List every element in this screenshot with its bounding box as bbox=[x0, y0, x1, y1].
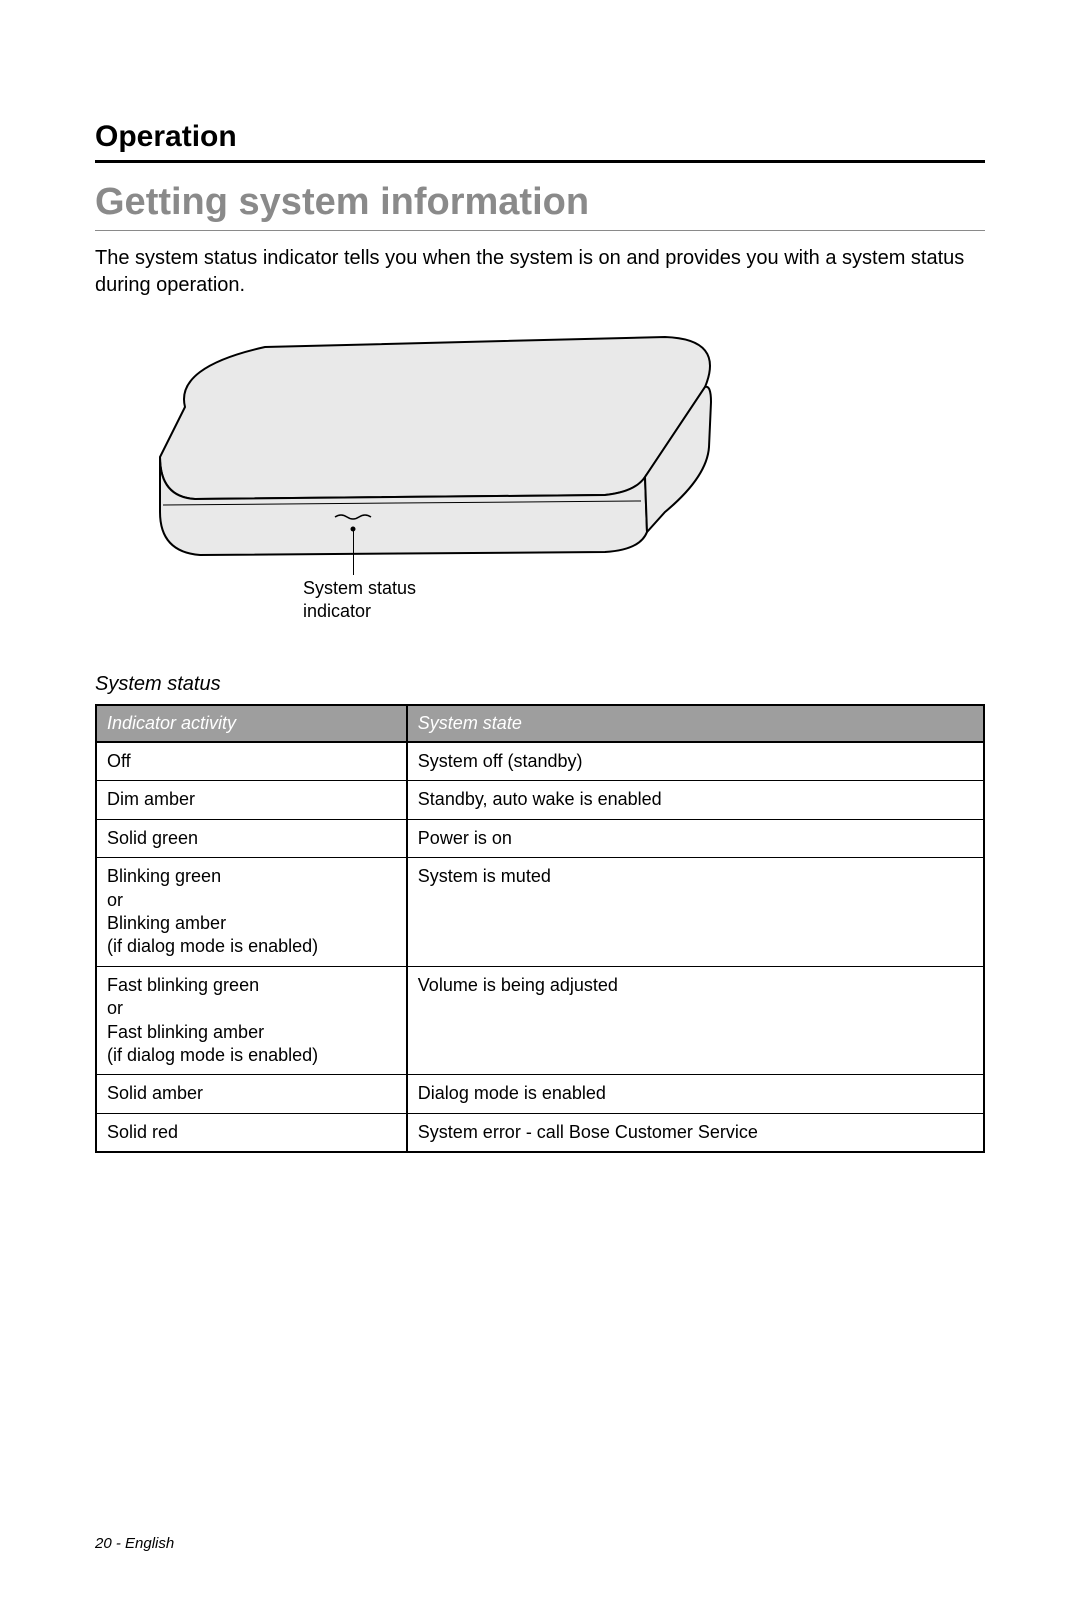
cell-state: Standby, auto wake is enabled bbox=[407, 781, 984, 819]
table-row: Fast blinking greenorFast blinking amber… bbox=[96, 966, 984, 1075]
cell-activity: Solid amber bbox=[96, 1075, 407, 1113]
cell-state: Dialog mode is enabled bbox=[407, 1075, 984, 1113]
section-heading: Operation bbox=[95, 120, 985, 163]
cell-activity: Blinking greenorBlinking amber(if dialog… bbox=[96, 858, 407, 967]
cell-activity: Dim amber bbox=[96, 781, 407, 819]
intro-paragraph: The system status indicator tells you wh… bbox=[95, 245, 985, 299]
cell-activity: Off bbox=[96, 742, 407, 781]
callout-text-line1: System status bbox=[303, 578, 416, 598]
table-caption: System status bbox=[95, 673, 985, 696]
cell-activity: Solid green bbox=[96, 819, 407, 857]
table-row: Dim amberStandby, auto wake is enabled bbox=[96, 781, 984, 819]
cell-state: System error - call Bose Customer Servic… bbox=[407, 1113, 984, 1152]
cell-state: System off (standby) bbox=[407, 742, 984, 781]
table-row: OffSystem off (standby) bbox=[96, 742, 984, 781]
table-row: Solid redSystem error - call Bose Custom… bbox=[96, 1113, 984, 1152]
col-header-activity: Indicator activity bbox=[96, 705, 407, 742]
status-table: Indicator activity System state OffSyste… bbox=[95, 704, 985, 1153]
manual-page: Operation Getting system information The… bbox=[0, 0, 1080, 1213]
cell-activity: Fast blinking greenorFast blinking amber… bbox=[96, 966, 407, 1075]
page-footer: 20 - English bbox=[95, 1535, 174, 1552]
device-illustration bbox=[105, 327, 745, 587]
table-header-row: Indicator activity System state bbox=[96, 705, 984, 742]
callout-text-line2: indicator bbox=[303, 601, 371, 621]
cell-state: Volume is being adjusted bbox=[407, 966, 984, 1075]
callout-label: System status indicator bbox=[303, 577, 416, 622]
table-row: Solid greenPower is on bbox=[96, 819, 984, 857]
page-title: Getting system information bbox=[95, 181, 985, 231]
device-figure: System status indicator bbox=[105, 327, 745, 647]
table-row: Solid amberDialog mode is enabled bbox=[96, 1075, 984, 1113]
cell-activity: Solid red bbox=[96, 1113, 407, 1152]
cell-state: Power is on bbox=[407, 819, 984, 857]
cell-state: System is muted bbox=[407, 858, 984, 967]
col-header-state: System state bbox=[407, 705, 984, 742]
callout-line bbox=[353, 531, 354, 575]
table-row: Blinking greenorBlinking amber(if dialog… bbox=[96, 858, 984, 967]
